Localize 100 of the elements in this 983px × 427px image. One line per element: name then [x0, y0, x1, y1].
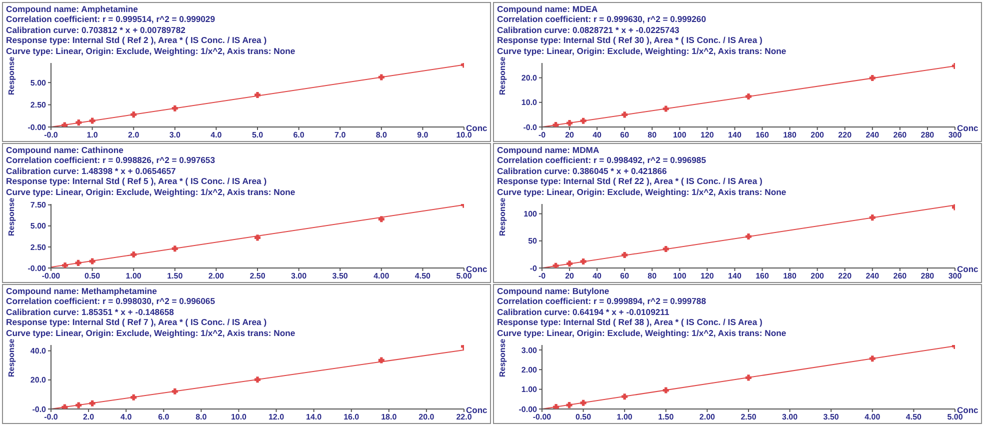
y-tick-label: -0.00 [28, 122, 47, 132]
x-tick-label: -0.00 [42, 272, 61, 281]
chart-title: Compound name: Amphetamine [6, 4, 139, 14]
y-tick-label: 1.00 [521, 385, 538, 394]
point [869, 75, 876, 82]
x-tick-label: 3.50 [332, 272, 348, 281]
x-tick-label: 18.0 [381, 412, 398, 422]
text: Curve type: Linear, Origin: Exclude, Weighting: 1/x^2, Axis trans: None [497, 186, 788, 198]
point [566, 402, 572, 408]
y-tick-label: 5.00 [30, 78, 47, 88]
y-axis-title: Response [498, 338, 507, 377]
x-tick-label: 60 [620, 272, 630, 281]
x-tick-label: 220 [838, 130, 852, 140]
point [378, 357, 384, 364]
point [254, 376, 261, 383]
point [130, 112, 137, 118]
point [172, 105, 178, 112]
x-tick-label: 1.50 [167, 272, 184, 281]
text: Correlation coefficient: r = 0.999894, r^2 = 0.999788 [497, 296, 707, 307]
y-tick-label: 7.50 [30, 200, 47, 210]
x-tick-label: 4.00 [864, 412, 881, 422]
x-tick-label: 7.0 [334, 130, 346, 140]
point [89, 258, 96, 264]
text: Calibration curve: 0.64194 * x + -0.0109211 [497, 306, 670, 318]
y-tick-label: 20.0 [30, 376, 47, 385]
point [76, 120, 82, 126]
point [552, 122, 559, 127]
point [378, 216, 384, 222]
x-tick-label: 80 [648, 130, 658, 140]
point [62, 404, 68, 409]
x-tick-label: 1.00 [126, 272, 142, 281]
x-tick-label: 260 [893, 130, 908, 140]
x-tick-label: 20 [565, 130, 575, 140]
x-tick-label: 1.50 [658, 412, 674, 422]
x-tick-label: 300 [948, 130, 962, 140]
x-tick-label: -0.0 [44, 412, 58, 422]
text: Response type: Internal Std ( Ref 2 ), Area * ( IS Conc. / IS Area ) [6, 35, 268, 46]
x-tick-label: 160 [756, 272, 770, 281]
x-tick-label: 3.00 [782, 412, 798, 422]
x-tick-label: 9.0 [417, 130, 429, 140]
point [89, 118, 96, 124]
x-tick-label: 220 [838, 272, 852, 281]
x-tick-label: 80 [648, 272, 658, 281]
x-tick-label: 1.0 [86, 130, 98, 140]
text: Calibration curve: 1.85351 * x + -0.148658 [6, 306, 175, 318]
point [745, 93, 752, 100]
y-axis-title: Response [498, 197, 507, 236]
x-tick-label: 2.00 [699, 412, 716, 422]
x-tick-label: 3.00 [291, 272, 308, 281]
text: Curve type: Linear, Origin: Exclude, Weighting: 1/x^2, Axis trans: None [6, 46, 296, 56]
x-tick-label: 3.50 [823, 412, 840, 422]
text: Calibration curve: 1.48398 * x + 0.0654657 [6, 166, 177, 176]
point [622, 112, 628, 118]
x-tick-label: 14.0 [306, 412, 322, 422]
text: Curve type: Linear, Origin: Exclude, Weighting: 1/x^2, Axis trans: None [497, 46, 788, 56]
y-tick-label: -0.0 [32, 404, 47, 414]
x-tick-label: 6.0 [293, 130, 305, 140]
x-tick-label: 280 [920, 130, 935, 140]
x-tick-label: 0.50 [576, 412, 592, 422]
x-tick-label: 2.00 [208, 272, 225, 281]
x-tick-label: 4.0 [120, 412, 132, 422]
x-tick-label: 0.50 [84, 272, 101, 281]
text: Calibration curve: 0.0828721 * x + -0.0225743 [497, 24, 680, 36]
text: Curve type: Linear, Origin: Exclude, Weighting: 1/x^2, Axis trans: None [6, 328, 296, 338]
text: Response type: Internal Std ( Ref 38 ), Area * ( IS Conc. / IS Area ) [497, 317, 764, 328]
point [745, 374, 752, 381]
text: Response type: Internal Std ( Ref 5 ), Area * ( IS Conc. / IS Area ) [6, 176, 268, 187]
x-tick-label: 20 [565, 272, 575, 281]
x-tick-label: 6.0 [158, 412, 170, 422]
x-axis-title: Conc [957, 405, 979, 416]
point [622, 252, 628, 258]
point [662, 387, 669, 394]
point [76, 402, 82, 408]
y-axis-title: Response [6, 197, 16, 236]
point [566, 120, 573, 126]
y-tick-label: 40.0 [30, 346, 47, 356]
point [553, 404, 560, 409]
x-tick-label: 8.0 [376, 130, 388, 140]
point [254, 92, 261, 98]
point [89, 400, 96, 406]
x-tick-label: 2.0 [82, 412, 95, 422]
x-tick-label: 260 [893, 272, 908, 281]
y-tick-label: 5.00 [30, 222, 47, 231]
x-tick-label: 280 [920, 272, 935, 281]
point [745, 234, 752, 240]
point [172, 246, 178, 252]
y-tick-label: 2.50 [30, 100, 47, 110]
y-axis-title: Response [6, 338, 16, 377]
x-tick-label: 10.0 [230, 412, 248, 422]
x-tick-label: 4.0 [210, 130, 222, 140]
x-tick-label: -0 [538, 130, 546, 140]
x-tick-label: 1.00 [616, 412, 633, 422]
x-tick-label: 100 [672, 130, 687, 140]
y-tick-label: 20.0 [521, 74, 538, 83]
x-tick-label: 140 [728, 130, 742, 140]
x-tick-label: 2.0 [128, 130, 140, 140]
x-tick-label: 300 [948, 272, 962, 281]
point [75, 260, 82, 266]
y-tick-label: 2.50 [30, 242, 47, 252]
x-tick-label: 200 [810, 272, 825, 281]
